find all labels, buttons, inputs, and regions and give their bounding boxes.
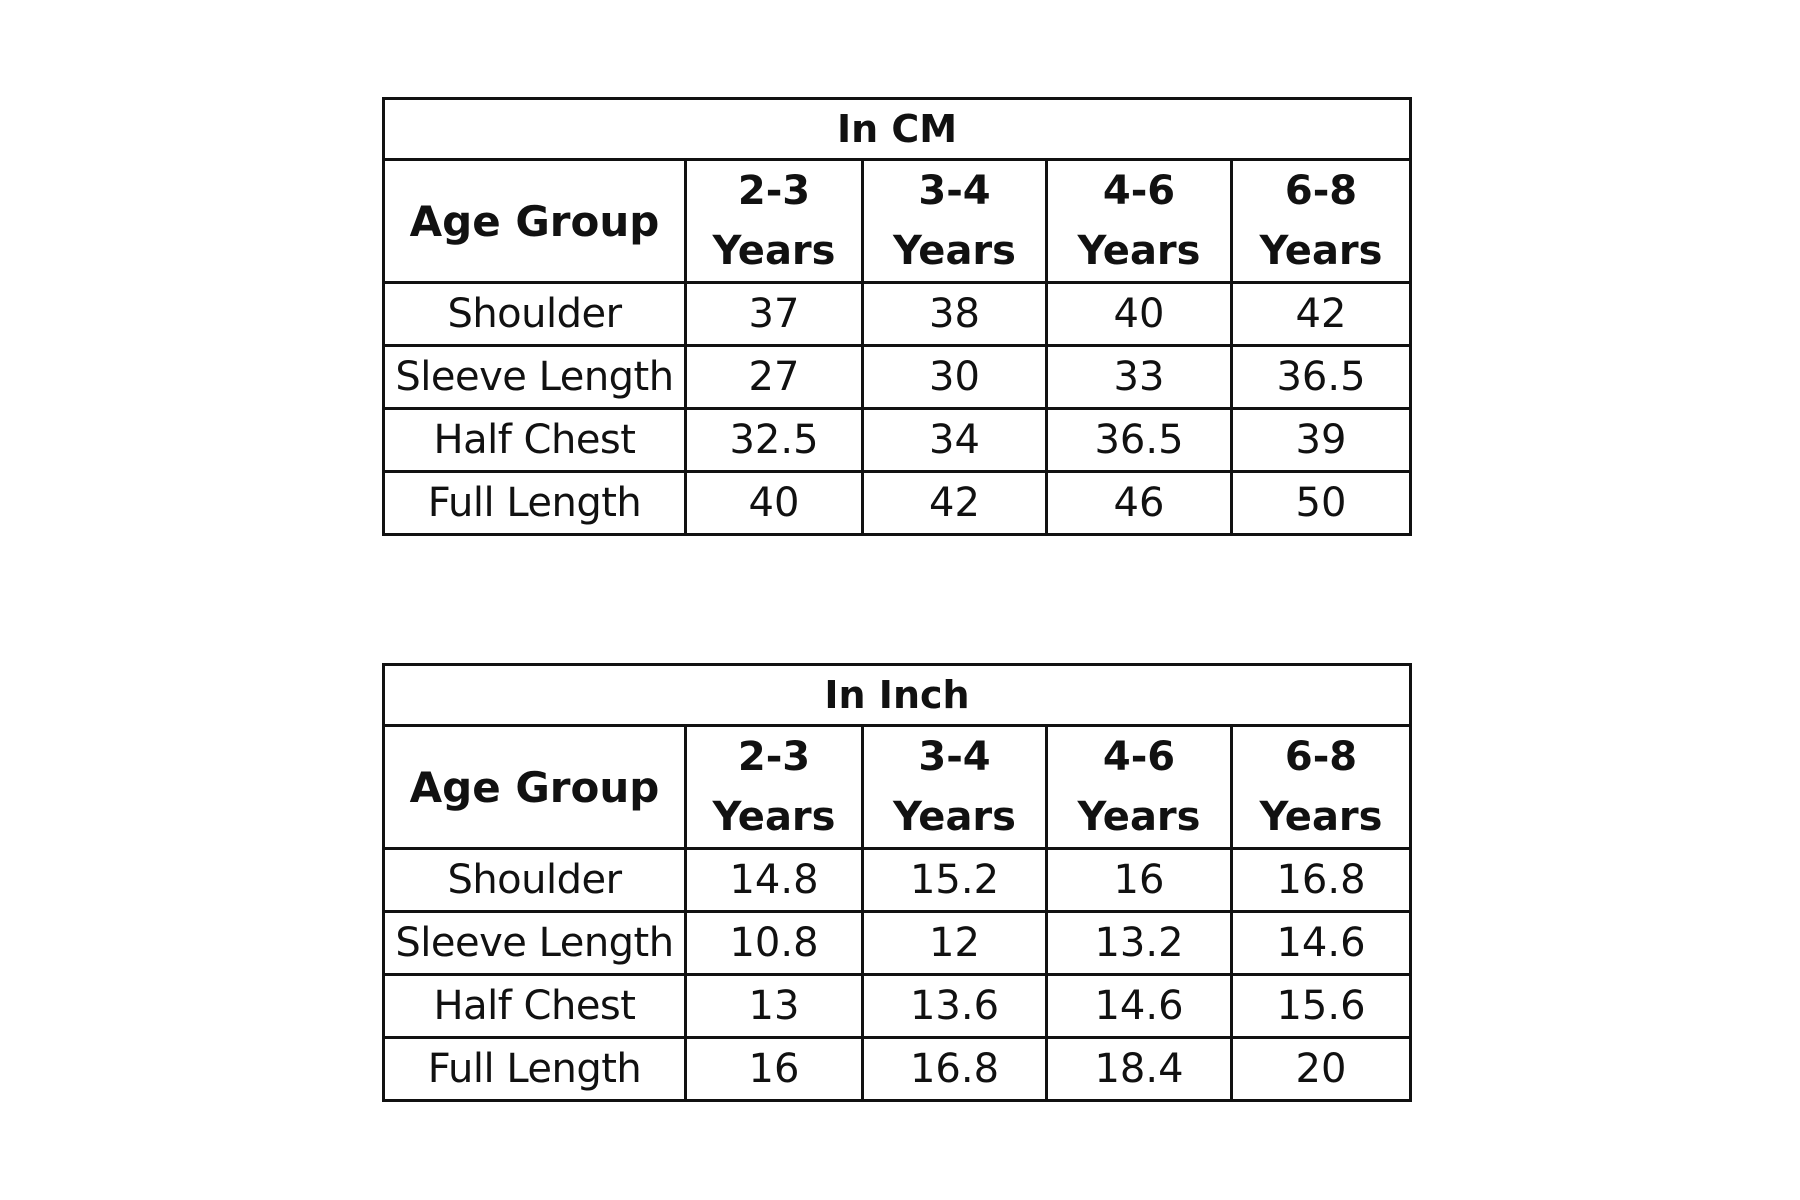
row-label: Shoulder — [382, 281, 687, 347]
age-range: 3-4 — [918, 168, 991, 214]
table-header-row: Age Group 2-3 Years 3-4 Years 4-6 Years 6-8… — [382, 158, 1412, 284]
row-label: Half Chest — [382, 973, 687, 1039]
table-cell: 14.6 — [1230, 910, 1412, 976]
table-cell: 13 — [684, 973, 864, 1039]
table-cell: 37 — [684, 281, 864, 347]
table-cell: 16 — [1045, 847, 1233, 913]
table-row: Shoulder 37 38 40 42 — [382, 281, 1412, 347]
table-cell: 46 — [1045, 470, 1233, 536]
table-cell: 36.5 — [1045, 407, 1233, 473]
age-unit: Years — [893, 794, 1016, 840]
table-title: In Inch — [382, 663, 1412, 727]
row-label: Sleeve Length — [382, 910, 687, 976]
table-header-row: Age Group 2-3 Years 3-4 Years 4-6 Years 6-8… — [382, 724, 1412, 850]
table-cell: 16.8 — [1230, 847, 1412, 913]
column-header: 3-4 Years — [861, 724, 1048, 850]
table-cell: 18.4 — [1045, 1036, 1233, 1102]
age-range: 6-8 — [1284, 734, 1358, 780]
table-cell: 14.8 — [684, 847, 864, 913]
age-range: 4-6 — [1102, 168, 1176, 214]
table-title: In CM — [382, 97, 1412, 161]
age-range: 4-6 — [1102, 734, 1176, 780]
age-range: 2-3 — [737, 734, 811, 780]
table-cell: 38 — [861, 281, 1048, 347]
column-header: 2-3 Years — [684, 724, 864, 850]
column-header: 2-3 Years — [684, 158, 864, 284]
table-cell: 36.5 — [1230, 344, 1412, 410]
age-unit: Years — [1077, 794, 1201, 840]
size-chart-table-cm: In CM Age Group 2-3 Years 3-4 Years 4-6 Yea… — [382, 97, 1412, 536]
table-cell: 15.2 — [861, 847, 1048, 913]
size-chart-table-inch: In Inch Age Group 2-3 Years 3-4 Years 4-6 Y… — [382, 663, 1412, 1102]
table-cell: 33 — [1045, 344, 1233, 410]
age-unit: Years — [1259, 228, 1383, 274]
table-cell: 39 — [1230, 407, 1412, 473]
table-cell: 30 — [861, 344, 1048, 410]
table-cell: 27 — [684, 344, 864, 410]
row-label: Full Length — [382, 470, 687, 536]
table-title-row: In CM — [382, 97, 1412, 161]
column-header: 3-4 Years — [861, 158, 1048, 284]
table-cell: 34 — [861, 407, 1048, 473]
table-cell: 10.8 — [684, 910, 864, 976]
table-cell: 14.6 — [1045, 973, 1233, 1039]
age-range: 3-4 — [918, 734, 991, 780]
table-cell: 40 — [1045, 281, 1233, 347]
age-unit: Years — [893, 228, 1016, 274]
table-row: Sleeve Length 27 30 33 36.5 — [382, 344, 1412, 410]
table-cell: 16.8 — [861, 1036, 1048, 1102]
row-label: Full Length — [382, 1036, 687, 1102]
table-cell: 15.6 — [1230, 973, 1412, 1039]
table-cell: 40 — [684, 470, 864, 536]
row-label: Shoulder — [382, 847, 687, 913]
row-label: Sleeve Length — [382, 344, 687, 410]
table-cell: 42 — [1230, 281, 1412, 347]
table-cell: 20 — [1230, 1036, 1412, 1102]
age-group-header: Age Group — [382, 158, 687, 284]
age-unit: Years — [1259, 794, 1383, 840]
column-header: 4-6 Years — [1045, 724, 1233, 850]
table-cell: 50 — [1230, 470, 1412, 536]
row-label: Half Chest — [382, 407, 687, 473]
table-cell: 13.2 — [1045, 910, 1233, 976]
table-row: Sleeve Length 10.8 12 13.2 14.6 — [382, 910, 1412, 976]
table-cell: 42 — [861, 470, 1048, 536]
age-unit: Years — [712, 794, 836, 840]
table-row: Shoulder 14.8 15.2 16 16.8 — [382, 847, 1412, 913]
table-row: Half Chest 13 13.6 14.6 15.6 — [382, 973, 1412, 1039]
table-cell: 13.6 — [861, 973, 1048, 1039]
age-unit: Years — [1077, 228, 1201, 274]
age-group-header: Age Group — [382, 724, 687, 850]
table-row: Half Chest 32.5 34 36.5 39 — [382, 407, 1412, 473]
age-range: 6-8 — [1284, 168, 1358, 214]
table-title-row: In Inch — [382, 663, 1412, 727]
age-range: 2-3 — [737, 168, 811, 214]
table-cell: 32.5 — [684, 407, 864, 473]
column-header: 6-8 Years — [1230, 724, 1412, 850]
table-row: Full Length 40 42 46 50 — [382, 470, 1412, 536]
table-cell: 12 — [861, 910, 1048, 976]
age-unit: Years — [712, 228, 836, 274]
column-header: 4-6 Years — [1045, 158, 1233, 284]
column-header: 6-8 Years — [1230, 158, 1412, 284]
table-cell: 16 — [684, 1036, 864, 1102]
table-row: Full Length 16 16.8 18.4 20 — [382, 1036, 1412, 1102]
